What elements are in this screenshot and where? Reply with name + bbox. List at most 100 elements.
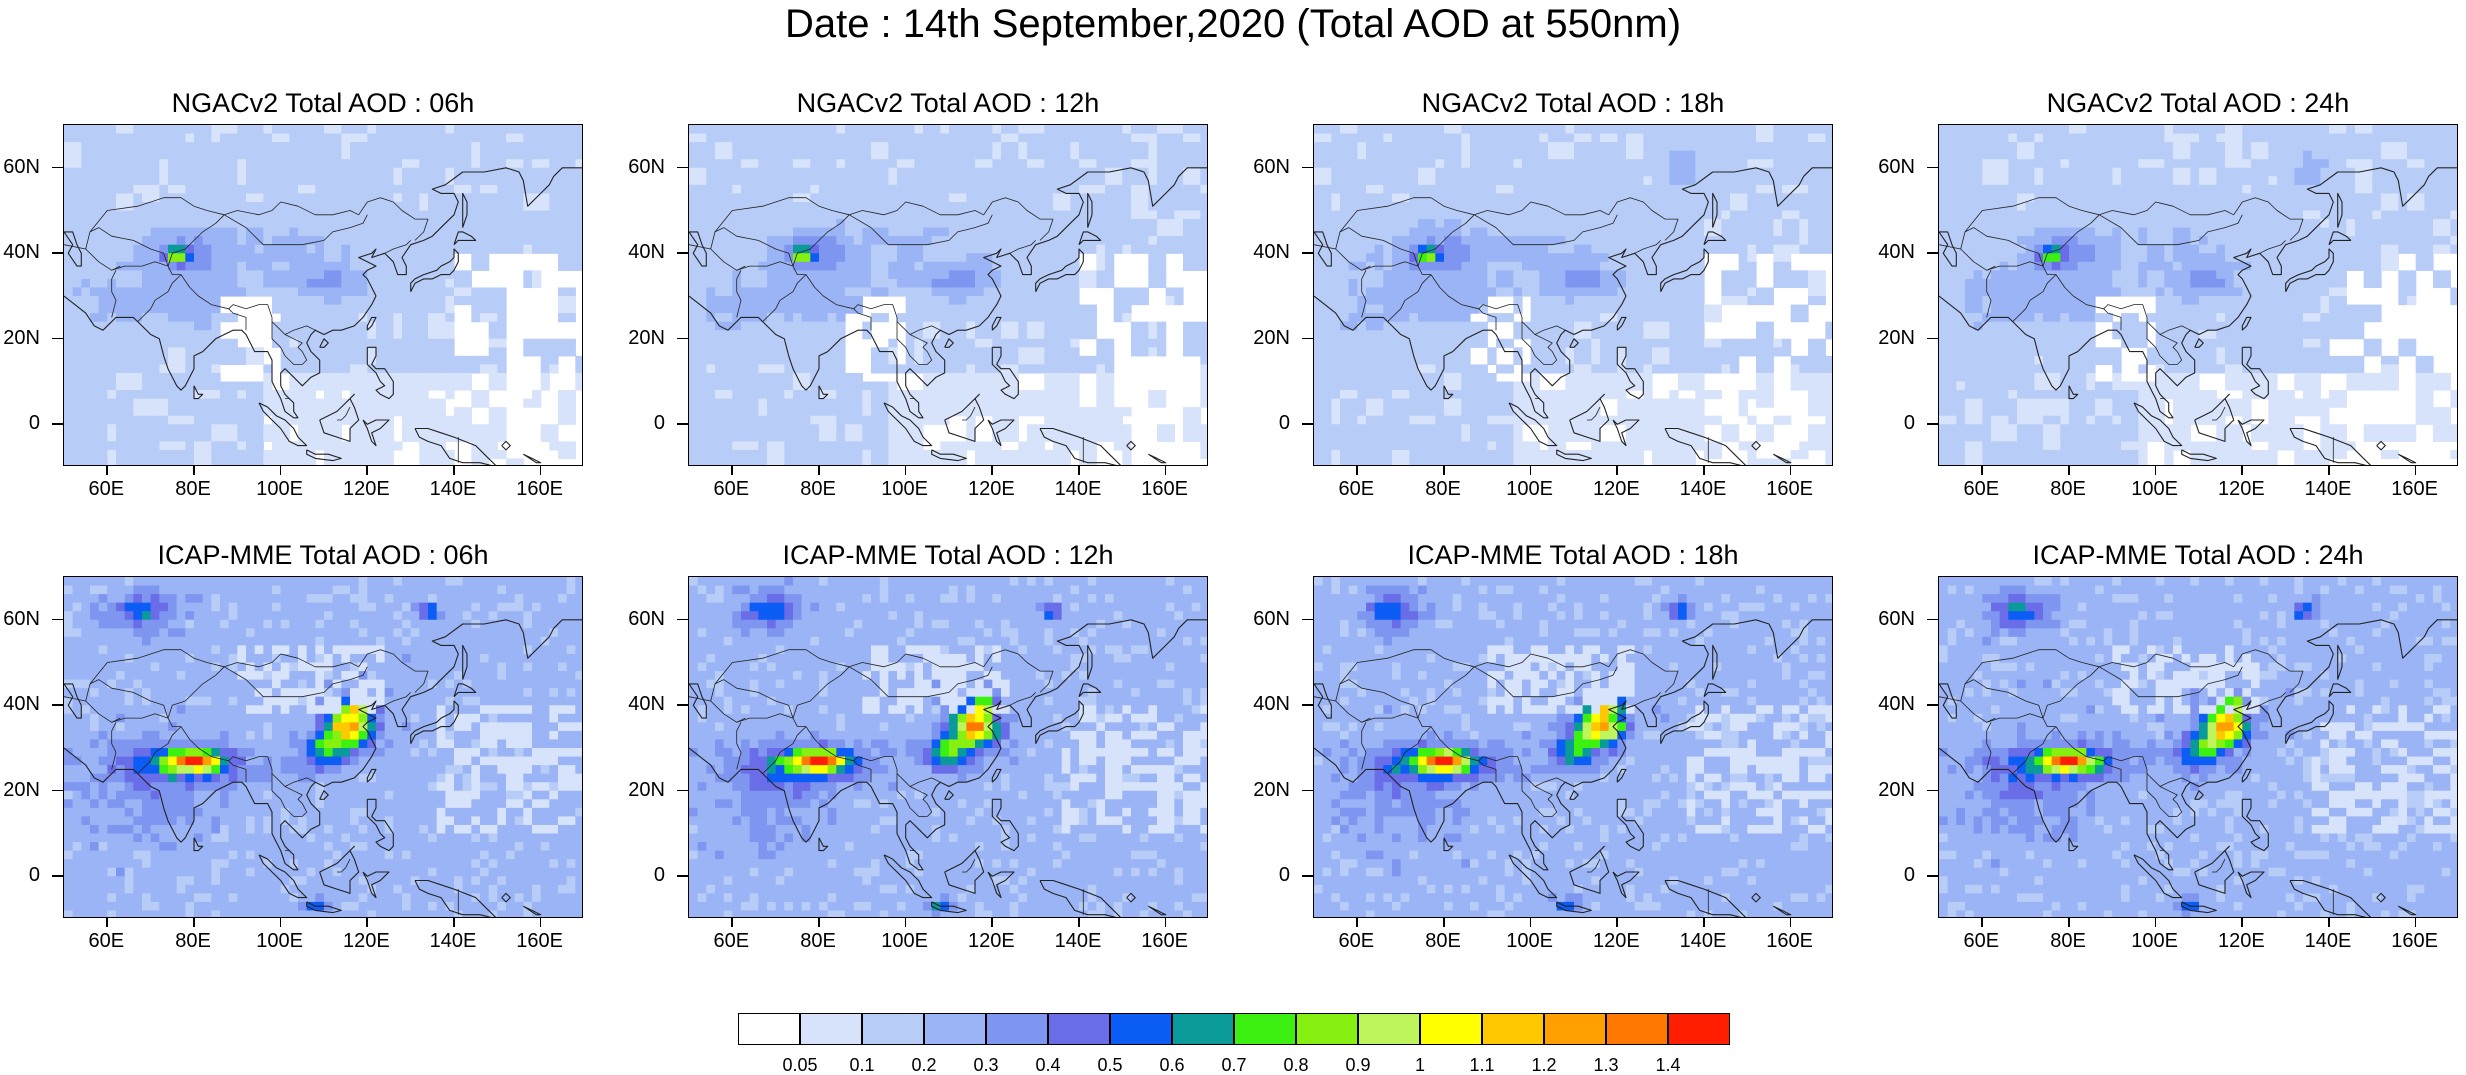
aod-grid-cell: [1349, 125, 1358, 134]
aod-grid-cell: [263, 176, 272, 185]
aod-grid-cell: [923, 364, 932, 373]
aod-grid-cell: [567, 219, 576, 228]
aod-grid-cell: [549, 159, 558, 168]
aod-grid-cell: [819, 339, 828, 348]
aod-grid-cell: [237, 134, 246, 143]
aod-grid-cell: [906, 279, 915, 288]
aod-grid-cell: [64, 287, 73, 296]
aod-grid-cell: [1331, 424, 1340, 433]
aod-grid-cell: [1331, 347, 1340, 356]
aod-grid-cell: [385, 168, 394, 177]
aod-grid-cell: [1340, 202, 1349, 211]
aod-grid-cell: [402, 313, 411, 322]
aod-grid-cell: [237, 151, 246, 160]
aod-grid-cell: [914, 441, 923, 450]
aod-grid-cell: [923, 279, 932, 288]
aod-grid-cell: [1401, 287, 1410, 296]
aod-grid-cell: [1053, 305, 1062, 314]
aod-grid-cell: [73, 125, 82, 134]
aod-grid-cell: [272, 176, 281, 185]
aod-grid-cell: [1088, 176, 1097, 185]
aod-grid-cell: [992, 236, 1001, 245]
aod-grid-cell: [1409, 228, 1418, 237]
aod-grid-cell: [333, 262, 342, 271]
aod-grid-cell: [341, 262, 350, 271]
aod-grid-cell: [376, 458, 385, 466]
aod-grid-cell: [784, 313, 793, 322]
aod-grid-cell: [133, 279, 142, 288]
aod-grid-cell: [1088, 142, 1097, 151]
aod-grid-cell: [1427, 407, 1436, 416]
aod-grid-cell: [142, 211, 151, 220]
aod-grid-cell: [1427, 356, 1436, 365]
aod-grid-cell: [1349, 458, 1358, 466]
aod-grid-cell: [558, 228, 567, 237]
aod-grid-cell: [281, 424, 290, 433]
aod-grid-cell: [177, 373, 186, 382]
aod-grid-cell: [1174, 159, 1183, 168]
aod-grid-cell: [1323, 142, 1332, 151]
aod-grid-cell: [940, 382, 949, 391]
aod-grid-cell: [828, 287, 837, 296]
aod-grid-cell: [263, 185, 272, 194]
aod-grid-cell: [185, 245, 194, 254]
aod-grid-cell: [497, 151, 506, 160]
aod-grid-cell: [90, 356, 99, 365]
aod-grid-cell: [1192, 176, 1201, 185]
aod-grid-cell: [107, 193, 116, 202]
aod-grid-cell: [402, 279, 411, 288]
aod-grid-cell: [177, 159, 186, 168]
aod-grid-cell: [975, 356, 984, 365]
aod-grid-cell: [845, 159, 854, 168]
aod-grid-cell: [125, 228, 134, 237]
aod-grid-cell: [1001, 373, 1010, 382]
aod-grid-cell: [1349, 142, 1358, 151]
aod-grid-cell: [463, 159, 472, 168]
aod-grid-cell: [758, 228, 767, 237]
aod-grid-cell: [1096, 416, 1105, 425]
aod-grid-cell: [750, 236, 759, 245]
aod-grid-cell: [558, 296, 567, 305]
aod-grid-cell: [698, 287, 707, 296]
aod-grid-cell: [784, 407, 793, 416]
aod-grid-cell: [1331, 339, 1340, 348]
aod-grid-cell: [454, 270, 463, 279]
aod-grid-cell: [81, 193, 90, 202]
aod-grid-cell: [1366, 245, 1375, 254]
aod-grid-cell: [90, 245, 99, 254]
aod-grid-cell: [419, 151, 428, 160]
aod-grid-cell: [350, 270, 359, 279]
aod-grid-cell: [871, 433, 880, 442]
aod-grid-cell: [1096, 390, 1105, 399]
aod-grid-cell: [281, 262, 290, 271]
aod-grid-cell: [393, 151, 402, 160]
aod-grid-cell: [263, 458, 272, 466]
aod-grid-cell: [90, 202, 99, 211]
aod-grid-cell: [1105, 339, 1114, 348]
aod-grid-cell: [862, 407, 871, 416]
aod-grid-cell: [194, 253, 203, 262]
aod-grid-cell: [880, 262, 889, 271]
aod-grid-cell: [567, 262, 576, 271]
aod-grid-cell: [203, 399, 212, 408]
aod-grid-cell: [203, 134, 212, 143]
aod-grid-cell: [341, 382, 350, 391]
aod-grid-cell: [255, 356, 264, 365]
aod-grid-cell: [706, 159, 715, 168]
aod-grid-cell: [168, 202, 177, 211]
aod-grid-cell: [1140, 202, 1149, 211]
aod-grid-cell: [1200, 339, 1208, 348]
aod-grid-cell: [133, 134, 142, 143]
aod-grid-cell: [350, 176, 359, 185]
aod-grid-cell: [237, 458, 246, 466]
aod-grid-cell: [1140, 125, 1149, 134]
aod-grid-cell: [1157, 339, 1166, 348]
aod-grid-cell: [1018, 390, 1027, 399]
aod-grid-cell: [125, 390, 134, 399]
aod-grid-cell: [888, 253, 897, 262]
aod-grid-cell: [177, 424, 186, 433]
aod-grid-cell: [871, 219, 880, 228]
aod-grid-cell: [558, 339, 567, 348]
aod-grid-cell: [1200, 399, 1208, 408]
aod-grid-cell: [341, 253, 350, 262]
